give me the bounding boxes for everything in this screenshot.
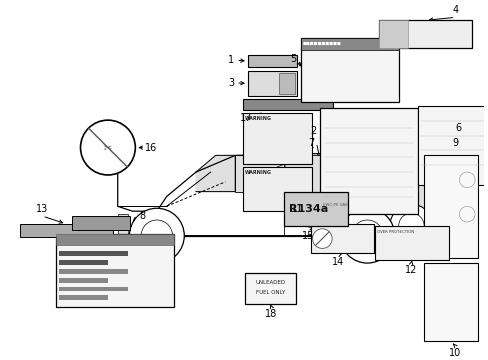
Circle shape [339,208,394,263]
Polygon shape [196,156,235,192]
Text: UNLEADED: UNLEADED [255,280,285,285]
Bar [59,296,108,300]
Bar [374,226,447,260]
Bar [310,224,373,253]
Bar [244,273,295,304]
Bar [59,269,127,274]
Bar [247,55,296,67]
Bar [59,287,127,292]
Bar [59,251,127,256]
Circle shape [129,208,184,263]
Text: 8: 8 [139,211,145,221]
Bar [56,234,173,246]
Bar [423,156,477,258]
Text: WARNING: WARNING [244,170,271,175]
Bar [20,224,113,237]
Text: 3: 3 [227,78,234,88]
Bar [337,156,391,192]
Text: 14: 14 [331,257,344,267]
Text: EWC-PE UAS: EWC-PE UAS [323,203,347,207]
Bar [243,99,332,111]
Text: 11: 11 [290,204,303,214]
Bar [56,234,173,307]
Text: 13: 13 [36,204,48,214]
Bar [243,113,311,164]
Bar [118,214,127,234]
Text: 7: 7 [307,138,314,148]
Text: R134a: R134a [288,204,327,214]
Bar [243,167,311,211]
Text: 10: 10 [448,348,461,358]
Bar [72,216,130,230]
Text: 16: 16 [145,143,157,153]
Bar [59,278,108,283]
Bar [320,108,417,214]
Bar [300,38,398,102]
Text: ✂: ✂ [103,143,112,153]
Circle shape [312,229,331,248]
Text: 5: 5 [290,54,296,64]
Bar [417,107,488,185]
Text: 1: 1 [227,55,234,66]
Text: 15: 15 [302,231,314,241]
Text: WARNING: WARNING [244,116,271,121]
Text: OVER PROTECTION: OVER PROTECTION [376,230,413,234]
Bar [235,156,284,192]
Bar [423,263,477,341]
Text: 18: 18 [265,309,277,319]
Bar [284,156,337,192]
Text: 2: 2 [310,126,316,136]
Circle shape [81,120,135,175]
Text: ■■■■■■■■■■: ■■■■■■■■■■ [302,42,341,46]
Text: FUEL ONLY: FUEL ONLY [255,290,285,295]
Bar [59,260,108,265]
Bar [247,71,296,96]
Bar [284,192,347,226]
Text: 12: 12 [405,265,417,275]
Bar [300,38,398,50]
Text: 9: 9 [451,138,458,148]
Text: 17: 17 [239,113,251,123]
Bar [378,20,471,48]
Bar [279,73,294,94]
Bar [378,20,407,48]
Circle shape [389,204,432,247]
Text: 6: 6 [454,123,461,133]
Bar [391,172,425,211]
Text: 4: 4 [451,5,458,15]
